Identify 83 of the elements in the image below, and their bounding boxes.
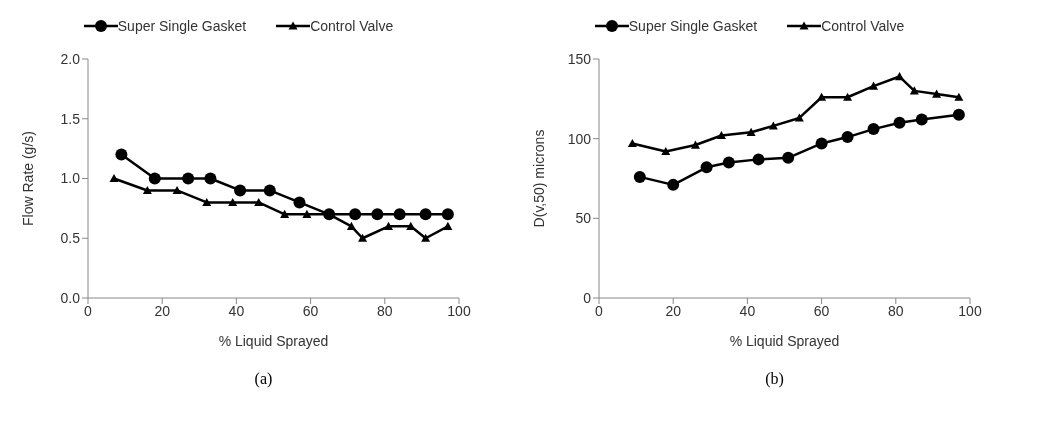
point <box>234 184 247 197</box>
point <box>915 113 928 126</box>
point <box>841 131 854 144</box>
y-tick-label: 150 <box>567 50 592 67</box>
point <box>202 197 212 206</box>
point <box>661 146 671 156</box>
point <box>228 197 238 206</box>
legend-label: Super Single Gasket <box>117 18 247 34</box>
legend-label: Control Valve <box>310 18 394 34</box>
y-tick-label: 1.0 <box>60 170 81 187</box>
point <box>109 174 119 183</box>
x-tick-label: 80 <box>377 302 393 319</box>
point <box>932 89 942 98</box>
point <box>358 233 368 242</box>
point <box>384 221 394 230</box>
point <box>867 123 880 136</box>
point <box>302 209 312 218</box>
y-tick-label: 2.0 <box>60 50 81 67</box>
x-tick-label: 20 <box>154 302 171 319</box>
x-axis-title: % Liquid Sprayed <box>729 333 840 349</box>
y-axis-title: D(v,50) microns <box>530 129 547 228</box>
point <box>817 92 827 101</box>
point <box>293 196 306 209</box>
point <box>441 208 454 221</box>
x-tick-label: 40 <box>228 302 245 319</box>
text: (b) <box>764 370 785 388</box>
x-tick-label: 80 <box>888 302 904 319</box>
point <box>142 185 152 195</box>
point <box>893 116 906 129</box>
legend-label: Super Single Gasket <box>628 18 758 34</box>
point <box>406 221 416 230</box>
point <box>700 161 713 174</box>
point <box>421 233 431 242</box>
point <box>263 184 276 197</box>
point <box>768 121 778 130</box>
point <box>722 156 735 169</box>
y-tick-label: 50 <box>575 210 592 227</box>
x-tick-label: 60 <box>813 302 830 319</box>
y-axis-title: Flow Rate (g/s) <box>19 131 36 226</box>
x-tick-label: 40 <box>739 302 756 319</box>
point <box>954 92 964 101</box>
x-tick-label: 100 <box>958 302 982 319</box>
point <box>172 185 182 195</box>
x-tick-label: 0 <box>84 302 93 319</box>
point <box>346 221 356 230</box>
text: (a) <box>253 370 274 388</box>
point <box>148 172 161 185</box>
point <box>254 197 264 206</box>
y-tick-label: 0.5 <box>60 230 81 247</box>
point <box>115 148 128 161</box>
point <box>204 172 217 185</box>
y-tick-label: 0 <box>583 289 592 306</box>
point <box>419 208 432 221</box>
point <box>815 137 828 150</box>
point <box>752 153 765 166</box>
y-tick-label: 100 <box>567 130 592 147</box>
point <box>393 208 406 221</box>
y-tick-label: 1.5 <box>60 110 81 127</box>
y-tick-label: 0.0 <box>60 289 81 306</box>
point <box>627 138 637 148</box>
point <box>869 81 879 90</box>
point <box>371 208 384 221</box>
point <box>952 108 965 121</box>
point <box>794 113 804 122</box>
point <box>716 130 726 140</box>
point <box>909 86 919 95</box>
point <box>443 221 453 230</box>
x-axis-title: % Liquid Sprayed <box>218 333 329 349</box>
x-tick-label: 60 <box>302 302 319 319</box>
point <box>667 178 680 191</box>
x-tick-label: 20 <box>665 302 682 319</box>
legend-label: Control Valve <box>821 18 905 34</box>
point <box>895 72 905 81</box>
point <box>280 209 290 218</box>
x-tick-label: 100 <box>447 302 471 319</box>
point <box>633 170 646 183</box>
point <box>843 92 853 101</box>
point <box>690 140 700 149</box>
point <box>182 172 195 185</box>
point <box>782 151 795 164</box>
point <box>746 127 756 136</box>
point <box>349 208 362 221</box>
x-tick-label: 0 <box>595 302 604 319</box>
